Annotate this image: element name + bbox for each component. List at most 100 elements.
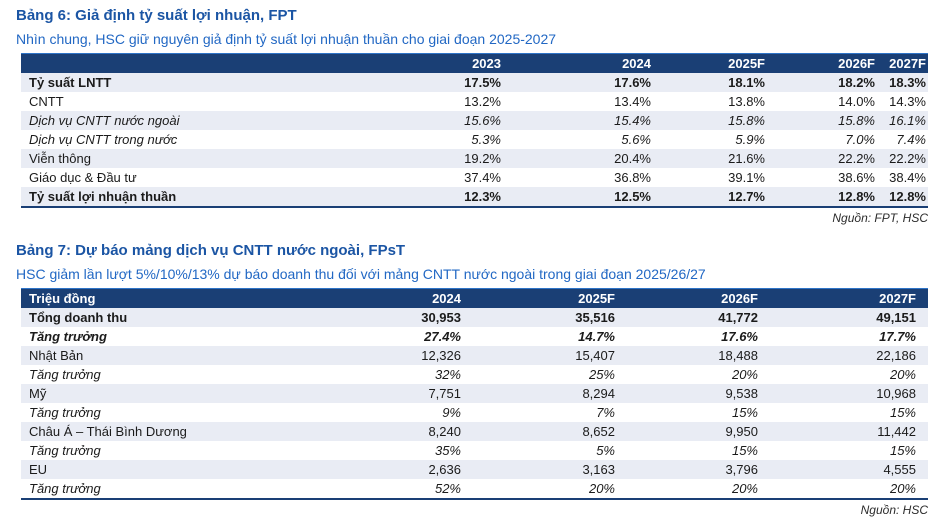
row-value: 20% [760,479,928,500]
bang6-header-row: 2023 2024 2025F 2026F 2027F [21,53,928,73]
bang7-source: Nguồn: HSC [860,503,928,517]
row-label: Dịch vụ CNTT trong nước [29,132,178,147]
row-value: 17.6% [721,329,758,344]
row-value: 13.8% [728,94,765,109]
row-value: 20% [617,479,760,500]
table-row: Tỷ suất lợi nhuận thuần 12.3% 12.5% 12.7… [21,187,928,208]
row-value: 7,751 [428,386,461,401]
row-value: 27.4% [424,329,461,344]
bang7-section: Bảng 7: Dự báo mảng dịch vụ CNTT nước ng… [16,242,928,517]
row-value: 12.3% [351,187,503,208]
table-row: Mỹ 7,751 8,294 9,538 10,968 [21,384,928,403]
bang7-title: Bảng 7: Dự báo mảng dịch vụ CNTT nước ng… [16,242,406,259]
row-value: 16.1% [889,113,926,128]
row-value: 20.4% [614,151,651,166]
row-value: 20% [731,367,758,382]
table-row: Tăng trưởng 32% 25% 20% 20% [21,365,928,384]
row-value: 12.5% [503,187,653,208]
row-value: 18.1% [728,75,765,90]
row-value: 37.4% [464,170,501,185]
table-row: Viễn thông 19.2% 20.4% 21.6% 22.2% 22.2% [21,149,928,168]
table-row: Châu Á – Thái Bình Dương 8,240 8,652 9,9… [21,422,928,441]
row-value: 9% [442,405,461,420]
bang6-section: Bảng 6: Giả định tỷ suất lợi nhuận, FPT … [16,7,928,225]
row-value: 9,538 [725,386,758,401]
row-label: Tăng trưởng [29,329,107,344]
row-value: 12.7% [653,187,767,208]
row-value: 8,652 [582,424,615,439]
bang7-header-2025f: 2025F [463,288,617,308]
bang7-header-2027f: 2027F [760,288,928,308]
row-value: 14.7% [578,329,615,344]
row-value: 5.6% [621,132,651,147]
row-value: 13.4% [614,94,651,109]
row-value: 21.6% [728,151,765,166]
row-value: 11,442 [877,424,916,439]
row-label: Tỷ suất LNTT [29,75,112,90]
row-value: 15.4% [614,113,651,128]
bang6-header-2023: 2023 [351,53,503,73]
table-row: Dịch vụ CNTT trong nước 5.3% 5.6% 5.9% 7… [21,130,928,149]
row-label: Tăng trưởng [29,367,101,382]
row-label: Tăng trưởng [21,479,321,500]
row-value: 14.0% [838,94,875,109]
table-row: Nhật Bản 12,326 15,407 18,488 22,186 [21,346,928,365]
table-row: Tỷ suất LNTT 17.5% 17.6% 18.1% 18.2% 18.… [21,73,928,92]
table-row: CNTT 13.2% 13.4% 13.8% 14.0% 14.3% [21,92,928,111]
row-value: 15,407 [575,348,615,363]
row-value: 30,953 [421,310,461,325]
row-value: 22.2% [889,151,926,166]
bang6-header-2026f: 2026F [767,53,877,73]
row-value: 15% [731,405,758,420]
bang7-header-2024: 2024 [321,288,463,308]
table-row: EU 2,636 3,163 3,796 4,555 [21,460,928,479]
row-value: 17.5% [464,75,501,90]
row-value: 5.9% [735,132,765,147]
row-value: 38.4% [889,170,926,185]
bang6-body: Tỷ suất LNTT 17.5% 17.6% 18.1% 18.2% 18.… [21,73,928,208]
row-value: 17.6% [614,75,651,90]
row-value: 15.6% [464,113,501,128]
bang6-header-2024: 2024 [503,53,653,73]
row-value: 41,772 [718,310,758,325]
bang7-header-row: Triệu đồng 2024 2025F 2026F 2027F [21,288,928,308]
row-value: 15% [889,443,916,458]
row-value: 8,240 [428,424,461,439]
bang6-header-label [21,53,351,73]
bang7-body: Tổng doanh thu 30,953 35,516 41,772 49,1… [21,308,928,500]
row-label: Viễn thông [29,151,91,166]
row-label: Tổng doanh thu [29,310,128,325]
row-value: 12.8% [767,187,877,208]
row-value: 4,555 [883,462,916,477]
row-label: EU [29,462,48,477]
row-value: 3,796 [725,462,758,477]
bang6-title: Bảng 6: Giả định tỷ suất lợi nhuận, FPT [16,7,297,24]
row-label: Giáo dục & Đầu tư [29,170,137,185]
row-value: 15.8% [838,113,875,128]
row-value: 36.8% [614,170,651,185]
row-value: 18,488 [718,348,758,363]
row-value: 35% [434,443,461,458]
row-value: 25% [588,367,615,382]
row-value: 8,294 [582,386,615,401]
row-value: 20% [463,479,617,500]
table-row: Tăng trưởng 27.4% 14.7% 17.6% 17.7% [21,327,928,346]
row-value: 19.2% [464,151,501,166]
row-value: 52% [321,479,463,500]
row-value: 15% [889,405,916,420]
bang7-table: Triệu đồng 2024 2025F 2026F 2027F Tổng d… [21,288,928,500]
row-value: 39.1% [728,170,765,185]
bang6-table: 2023 2024 2025F 2026F 2027F Tỷ suất LNTT… [21,53,928,208]
row-value: 49,151 [876,310,916,325]
row-value: 35,516 [575,310,615,325]
row-value: 15% [731,443,758,458]
bang6-subtitle: Nhìn chung, HSC giữ nguyên giả định tỷ s… [16,31,557,47]
row-value: 20% [889,367,916,382]
row-value: 13.2% [464,94,501,109]
row-value: 12,326 [421,348,461,363]
table-row: Tổng doanh thu 30,953 35,516 41,772 49,1… [21,308,928,327]
row-value: 5.3% [471,132,501,147]
row-label: Mỹ [29,386,47,401]
row-value: 12.8% [877,187,928,208]
row-value: 18.2% [838,75,875,90]
